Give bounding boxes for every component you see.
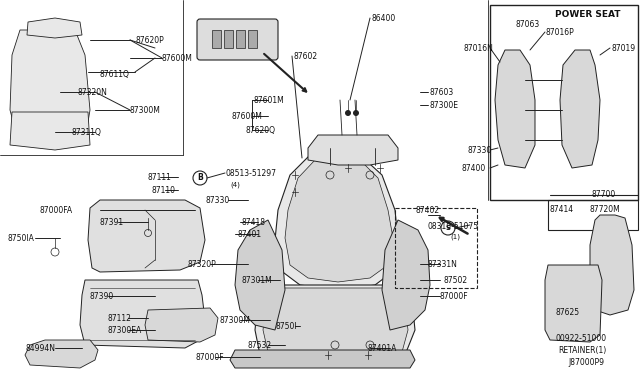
Text: RETAINER(1): RETAINER(1) (558, 346, 606, 355)
Polygon shape (10, 30, 90, 145)
Text: 87601M: 87601M (254, 96, 285, 105)
Text: 87600M: 87600M (162, 54, 193, 63)
Text: 87720M: 87720M (590, 205, 621, 214)
Polygon shape (545, 265, 602, 342)
Text: 87320P: 87320P (188, 260, 217, 269)
Bar (248, 30, 257, 48)
Bar (490, 5, 638, 200)
Bar (236, 30, 245, 48)
Text: 87000F: 87000F (440, 292, 468, 301)
Text: 8750l: 8750l (276, 322, 298, 331)
Text: S: S (445, 225, 451, 231)
Text: 87402: 87402 (415, 206, 439, 215)
Polygon shape (230, 350, 415, 368)
Polygon shape (560, 50, 600, 168)
Polygon shape (263, 288, 408, 358)
Bar (395, 208, 477, 288)
Polygon shape (382, 220, 430, 330)
Polygon shape (145, 308, 218, 342)
Text: 87401: 87401 (237, 230, 261, 239)
Text: 87330: 87330 (468, 146, 492, 155)
Text: 87600M: 87600M (232, 112, 263, 121)
Polygon shape (590, 215, 634, 315)
Text: 87016N: 87016N (464, 44, 494, 53)
Text: 87418: 87418 (242, 218, 266, 227)
Circle shape (353, 110, 359, 116)
Polygon shape (255, 285, 415, 362)
Text: 87000FA: 87000FA (40, 206, 73, 215)
Text: (4): (4) (230, 181, 240, 187)
Text: 87390: 87390 (90, 292, 115, 301)
Text: 87502: 87502 (444, 276, 468, 285)
Text: 87330: 87330 (205, 196, 229, 205)
Text: 87063: 87063 (515, 20, 540, 29)
Text: 86400: 86400 (372, 14, 396, 23)
Polygon shape (308, 135, 398, 165)
Text: 87620P: 87620P (135, 36, 164, 45)
Text: 08310-51075: 08310-51075 (428, 222, 479, 231)
Text: 84994N: 84994N (25, 344, 55, 353)
Polygon shape (80, 280, 205, 348)
Text: 87300M: 87300M (130, 106, 161, 115)
Text: J87000P9: J87000P9 (568, 358, 604, 367)
Text: 87016P: 87016P (546, 28, 575, 37)
Text: POWER SEAT: POWER SEAT (555, 10, 621, 19)
Text: 87602: 87602 (294, 52, 318, 61)
Text: 87401A: 87401A (368, 344, 397, 353)
Text: 87110: 87110 (152, 186, 176, 195)
Polygon shape (285, 160, 393, 282)
Text: 8750IA: 8750IA (8, 234, 35, 243)
Polygon shape (27, 18, 82, 38)
Text: 87000F: 87000F (195, 353, 223, 362)
Text: 87311Q: 87311Q (72, 128, 102, 137)
Text: 87300E: 87300E (430, 101, 459, 110)
Text: 87700: 87700 (592, 190, 616, 199)
Polygon shape (495, 50, 535, 168)
Polygon shape (25, 340, 98, 368)
Text: 87301M: 87301M (242, 276, 273, 285)
Text: 87414: 87414 (550, 205, 574, 214)
Circle shape (345, 110, 351, 116)
Text: 87019: 87019 (612, 44, 636, 53)
Text: 87112: 87112 (108, 314, 132, 323)
Text: 87331N: 87331N (428, 260, 458, 269)
Text: 87300M: 87300M (220, 316, 251, 325)
Text: 87620Q: 87620Q (246, 126, 276, 135)
Text: B: B (197, 173, 203, 183)
Text: 87111: 87111 (148, 173, 172, 182)
Text: 87300EA: 87300EA (108, 326, 142, 335)
Text: 00922-51000: 00922-51000 (555, 334, 606, 343)
Polygon shape (275, 155, 398, 290)
FancyBboxPatch shape (197, 19, 278, 60)
Polygon shape (10, 112, 90, 150)
Text: 87391: 87391 (100, 218, 124, 227)
Text: 87603: 87603 (430, 88, 454, 97)
Text: 08513-51297: 08513-51297 (226, 169, 277, 178)
Text: 87400: 87400 (462, 164, 486, 173)
Text: 87611Q: 87611Q (100, 70, 130, 79)
Bar (224, 30, 233, 48)
Bar (212, 30, 221, 48)
Text: 87532: 87532 (248, 341, 272, 350)
Text: (1): (1) (450, 234, 460, 241)
Polygon shape (235, 220, 285, 330)
Polygon shape (88, 200, 205, 272)
Bar (548, 200, 638, 230)
Text: 87625: 87625 (555, 308, 579, 317)
Text: 87320N: 87320N (78, 88, 108, 97)
